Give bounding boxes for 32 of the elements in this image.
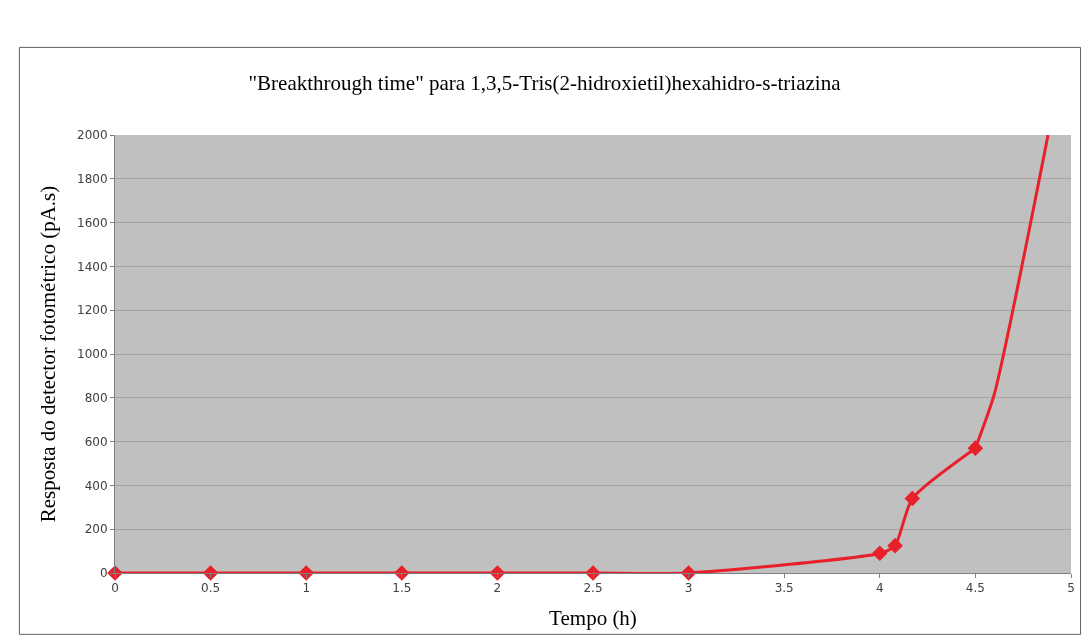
x-tick-label: 0.5 bbox=[201, 581, 221, 596]
point bbox=[489, 565, 506, 581]
point bbox=[887, 537, 903, 554]
y-axis-title: Resposta do detector fotométrico (pA.s) bbox=[36, 185, 61, 523]
y-tick-label: 1400 bbox=[77, 259, 108, 274]
x-axis-title: Tempo (h) bbox=[549, 605, 637, 630]
x-tick-label: 3 bbox=[684, 581, 693, 596]
y-tick-label: 800 bbox=[84, 391, 108, 405]
y-tick-label: 400 bbox=[84, 478, 108, 493]
x-tick-label: 4 bbox=[875, 581, 884, 596]
x-tick-label: 1.5 bbox=[392, 581, 412, 596]
y-tick-label: 600 bbox=[84, 434, 108, 449]
point bbox=[680, 565, 697, 581]
y-tick-label: 1000 bbox=[77, 347, 108, 362]
point bbox=[202, 565, 219, 581]
x-tick-label: 2.5 bbox=[583, 581, 603, 596]
y-tick-label: 200 bbox=[84, 522, 108, 537]
y-tick-label: 1600 bbox=[77, 215, 108, 230]
x-tick-label: 2 bbox=[493, 581, 502, 596]
x-tick-label: 5 bbox=[1067, 581, 1075, 596]
point bbox=[394, 565, 410, 581]
y-tick-label: 2000 bbox=[77, 128, 108, 143]
point bbox=[872, 545, 888, 562]
x-tick-label: 0 bbox=[111, 581, 119, 596]
x-tick-label: 3.5 bbox=[774, 581, 794, 596]
x-tick-label: 4.5 bbox=[965, 581, 985, 596]
y-tick-label: 0 bbox=[99, 566, 108, 581]
chart-title: "Breakthrough time" para 1,3,5-Tris(2-hidroxietil)hexahidro-s-triazina bbox=[248, 71, 842, 96]
x-tick-label: 1 bbox=[302, 581, 311, 596]
y-tick-label: 1200 bbox=[77, 303, 108, 318]
y-tick-label: 1800 bbox=[77, 172, 108, 186]
point bbox=[904, 490, 921, 507]
